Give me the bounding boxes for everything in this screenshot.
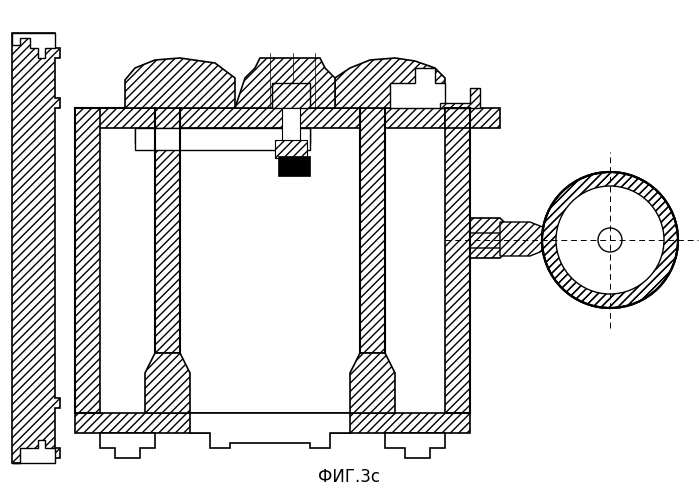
Polygon shape xyxy=(12,33,55,58)
Polygon shape xyxy=(470,218,505,258)
Polygon shape xyxy=(12,440,55,463)
Text: ФИГ.3с: ФИГ.3с xyxy=(318,468,380,486)
Polygon shape xyxy=(12,33,55,463)
Polygon shape xyxy=(440,88,480,108)
Polygon shape xyxy=(385,433,445,458)
Bar xyxy=(275,140,307,158)
Polygon shape xyxy=(360,108,385,353)
Polygon shape xyxy=(75,108,100,413)
Bar xyxy=(135,128,310,150)
Polygon shape xyxy=(310,58,445,108)
Polygon shape xyxy=(235,58,335,108)
Polygon shape xyxy=(190,413,350,448)
Polygon shape xyxy=(145,353,190,413)
Polygon shape xyxy=(75,413,470,433)
Polygon shape xyxy=(278,156,310,176)
Polygon shape xyxy=(12,33,60,463)
Polygon shape xyxy=(125,58,235,108)
Bar xyxy=(282,108,300,143)
Polygon shape xyxy=(500,222,545,256)
Polygon shape xyxy=(390,68,445,108)
Polygon shape xyxy=(155,108,180,353)
Circle shape xyxy=(556,186,664,294)
Circle shape xyxy=(598,228,622,252)
Circle shape xyxy=(542,172,678,308)
Polygon shape xyxy=(75,108,470,128)
Polygon shape xyxy=(445,108,500,128)
Polygon shape xyxy=(135,128,310,143)
Polygon shape xyxy=(470,233,515,248)
Polygon shape xyxy=(445,108,470,413)
Polygon shape xyxy=(350,353,395,413)
Polygon shape xyxy=(100,433,155,458)
Polygon shape xyxy=(272,83,310,108)
